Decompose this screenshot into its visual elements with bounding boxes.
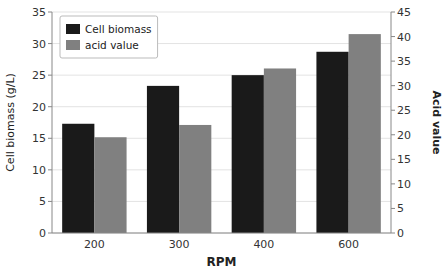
y2-tick-label: 45 bbox=[397, 6, 411, 19]
y-tick bbox=[48, 138, 52, 139]
bar bbox=[62, 124, 94, 233]
y-tick-label: 35 bbox=[32, 6, 46, 19]
y-tick-label: 10 bbox=[32, 164, 46, 177]
y2-tick bbox=[391, 36, 395, 37]
chart-container: 0 5 10 15 20 25 30 35 0 5 10 15 20 25 30 35 40 45 200 300 40… bbox=[0, 0, 445, 273]
y2-tick bbox=[391, 134, 395, 135]
legend-box bbox=[60, 16, 158, 58]
y2-tick-label: 5 bbox=[397, 202, 404, 215]
x-axis-title: RPM bbox=[207, 255, 237, 269]
bar bbox=[179, 125, 211, 233]
y2-tick-label: 15 bbox=[397, 153, 411, 166]
y-tick bbox=[48, 169, 52, 170]
y2-tick bbox=[391, 110, 395, 111]
chart: 0 5 10 15 20 25 30 35 0 5 10 15 20 25 30 35 40 45 200 300 40… bbox=[0, 0, 445, 273]
y-tick-label: 20 bbox=[32, 101, 46, 114]
y-axis-title: Cell biomass (g/L) bbox=[4, 73, 17, 172]
bar bbox=[147, 86, 179, 233]
x-tick-label: 300 bbox=[169, 238, 190, 251]
y2-tick-label: 40 bbox=[397, 31, 411, 44]
y2-tick-label: 25 bbox=[397, 104, 411, 117]
x-tick-label: 400 bbox=[253, 238, 274, 251]
bar bbox=[232, 75, 264, 233]
legend-label: acid value bbox=[85, 39, 139, 51]
y-tick bbox=[48, 106, 52, 107]
grid-line bbox=[52, 233, 391, 234]
bar bbox=[349, 34, 381, 233]
y2-axis-line bbox=[391, 12, 392, 233]
legend-label: Cell biomass bbox=[85, 23, 152, 35]
y2-tick-label: 0 bbox=[397, 227, 404, 240]
bar bbox=[94, 137, 126, 233]
grid-line bbox=[52, 12, 391, 13]
y2-axis-title: Acid value bbox=[430, 90, 443, 154]
y-tick bbox=[48, 43, 52, 44]
y2-tick bbox=[391, 208, 395, 209]
y2-tick bbox=[391, 233, 395, 234]
y2-tick-label: 20 bbox=[397, 129, 411, 142]
legend-swatch bbox=[66, 40, 80, 50]
legend: Cell biomass acid value bbox=[60, 16, 158, 58]
x-tick-label: 600 bbox=[338, 238, 359, 251]
y2-tick bbox=[391, 61, 395, 62]
y2-tick bbox=[391, 159, 395, 160]
y-axis-line bbox=[52, 12, 53, 233]
y2-tick-label: 35 bbox=[397, 55, 411, 68]
grid bbox=[52, 12, 391, 233]
x-tick-label: 200 bbox=[84, 238, 105, 251]
y-tick-label: 30 bbox=[32, 38, 46, 51]
y2-tick bbox=[391, 183, 395, 184]
y-tick-label: 15 bbox=[32, 132, 46, 145]
y-tick bbox=[48, 12, 52, 13]
y2-tick bbox=[391, 85, 395, 86]
y-tick bbox=[48, 75, 52, 76]
bars bbox=[62, 34, 381, 233]
legend-swatch bbox=[66, 24, 80, 34]
y-tick-label: 0 bbox=[39, 227, 46, 240]
y-tick bbox=[48, 233, 52, 234]
axes: 0 5 10 15 20 25 30 35 0 5 10 15 20 25 30 35 40 45 200 300 40… bbox=[32, 6, 411, 251]
y-tick-label: 5 bbox=[39, 195, 46, 208]
y-tick-label: 25 bbox=[32, 69, 46, 82]
y2-tick-label: 30 bbox=[397, 80, 411, 93]
y2-tick-label: 10 bbox=[397, 178, 411, 191]
bar bbox=[264, 68, 296, 233]
bar bbox=[316, 52, 348, 233]
y2-tick bbox=[391, 12, 395, 13]
y-tick bbox=[48, 201, 52, 202]
x-axis-line bbox=[52, 233, 391, 234]
